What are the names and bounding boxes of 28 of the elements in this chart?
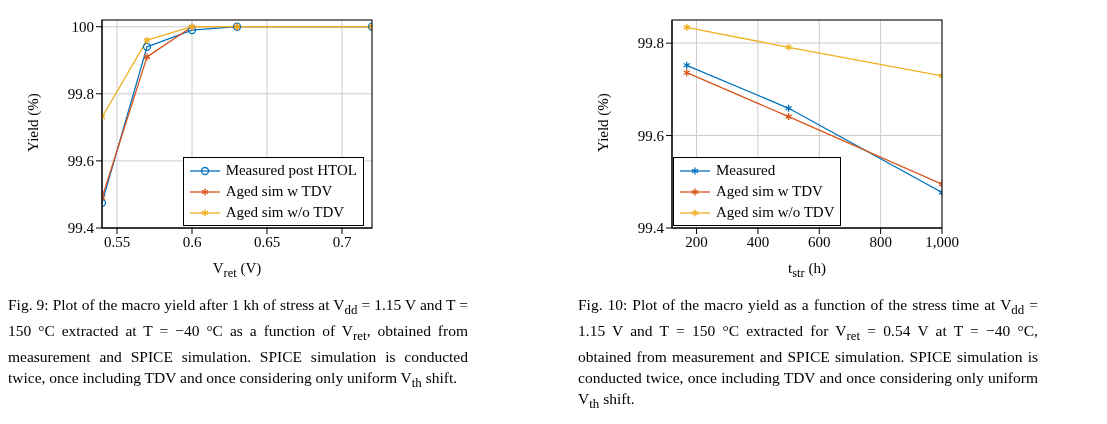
- x-tick-label: 0.6: [182, 233, 202, 250]
- legend-label: Aged sim w TDV: [716, 183, 823, 200]
- text: Fig. 10: Plot of the macro yield as a function of the stress time at V$_{dd}$ = 1.15 V and T = 150 °C extracted for V$_{ret}$ = 0.54 V at T = −40 °C, obtained from measurement and SPICE simulation. SPICE simulation is conducted twice, once including TDV and once considering only uniform V$_{th}$ shift.: [578, 296, 1038, 412]
- x-axis-title: V$_{ret}$ (V): [211, 260, 263, 281]
- y-tick-label: 99.4: [637, 220, 665, 237]
- legend-label: Aged sim w/o TDV: [716, 204, 835, 221]
- text: Fig. 9: Plot of the macro yield after 1 kh of stress at V$_{dd}$ = 1.15 V and T = 150 °C extracted at T = −40 °C as a function of V$_{ret}$, obtained from measurement and SPICE simulation. SPICE simulation is conducted twice, once including TDV and once considering only uniform V$_{th}$ shift.: [8, 296, 468, 391]
- x-tick-label: 1,000: [925, 233, 959, 250]
- y-tick-label: 99.4: [67, 220, 95, 237]
- y-tick-label: 99.6: [637, 127, 665, 144]
- x-tick-label: 0.55: [103, 233, 131, 250]
- x-tick-label: 0.65: [253, 233, 281, 250]
- legend-label: Measured post HTOL: [225, 162, 357, 179]
- y-tick-label: 99.8: [67, 86, 94, 103]
- y-tick-label: 99.6: [67, 153, 95, 170]
- y-axis-title: Yield (%): [24, 92, 42, 154]
- x-axis-title: t$_{str}$ (h): [787, 260, 827, 281]
- x-tick-label: 0.7: [332, 233, 352, 250]
- legend-label: Measured: [716, 162, 776, 179]
- x-tick-label: 600: [808, 233, 831, 250]
- y-tick-label: 99.8: [637, 35, 664, 52]
- y-axis-title: Yield (%): [594, 92, 612, 154]
- y-tick-label: 100: [71, 19, 94, 36]
- x-tick-label: 200: [685, 233, 708, 250]
- legend-label: Aged sim w/o TDV: [225, 204, 345, 221]
- x-tick-label: 800: [869, 233, 892, 250]
- x-tick-label: 400: [746, 233, 770, 250]
- legend-label: Aged sim w TDV: [225, 183, 333, 200]
